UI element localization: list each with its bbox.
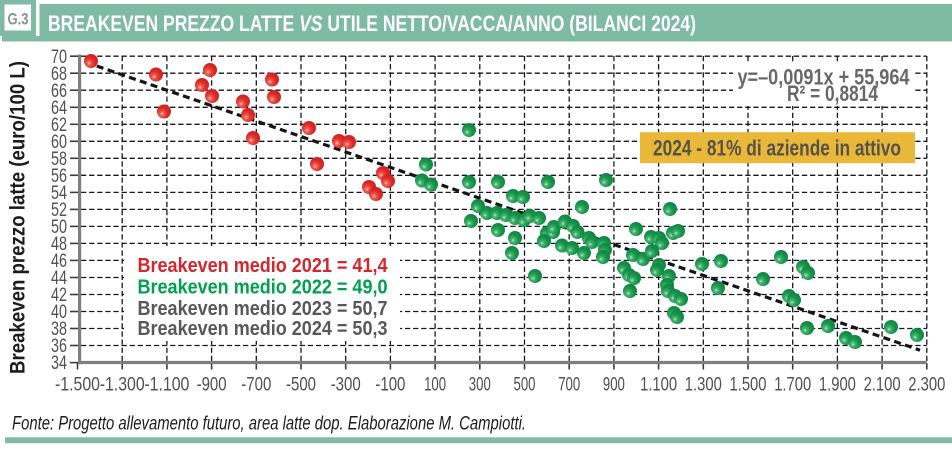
svg-text:1.700: 1.700 [774,374,811,396]
svg-text:Fonte: Progetto allevamento fu: Fonte: Progetto allevamento futuro, area… [12,413,526,434]
svg-text:-1.500: -1.500 [55,374,100,396]
svg-text:56: 56 [51,165,67,187]
svg-text:Breakeven medio 2023 = 50,7: Breakeven medio 2023 = 50,7 [138,298,388,320]
svg-text:R² = 0,8814: R² = 0,8814 [787,81,879,106]
svg-text:70: 70 [51,46,67,68]
svg-text:2.100: 2.100 [864,374,901,396]
svg-text:2024 - 81% di aziende in attiv: 2024 - 81% di aziende in attivo [653,136,901,161]
svg-text:1.500: 1.500 [730,374,767,396]
svg-text:48: 48 [51,233,67,255]
svg-text:100: 100 [424,374,446,396]
svg-text:-1.100: -1.100 [144,374,189,396]
svg-text:700: 700 [558,374,580,396]
svg-text:44: 44 [51,267,67,289]
svg-text:58: 58 [51,148,67,170]
svg-text:34: 34 [51,352,67,374]
svg-text:1.300: 1.300 [685,374,722,396]
svg-text:900: 900 [603,374,625,396]
svg-text:36: 36 [51,335,67,357]
svg-text:Breakeven prezzo latte (euro/1: Breakeven prezzo latte (euro/100 L) [6,61,30,374]
svg-text:y=–0,0091x + 55,964: y=–0,0091x + 55,964 [738,65,911,90]
svg-text:-100: -100 [375,374,405,396]
svg-text:40: 40 [51,301,67,323]
svg-text:-900: -900 [197,374,227,396]
svg-text:-1.300: -1.300 [100,374,145,396]
svg-text:50: 50 [51,216,67,238]
svg-text:66: 66 [51,80,67,102]
svg-text:-700: -700 [241,374,271,396]
svg-text:-500: -500 [286,374,316,396]
svg-text:46: 46 [51,250,67,272]
svg-text:300: 300 [469,374,491,396]
svg-text:1.100: 1.100 [640,374,677,396]
svg-text:38: 38 [51,318,67,340]
svg-text:-300: -300 [331,374,361,396]
svg-text:52: 52 [51,199,67,221]
svg-text:500: 500 [514,374,536,396]
svg-text:G.3: G.3 [8,11,29,29]
svg-text:Breakeven medio 2022 = 49,0: Breakeven medio 2022 = 49,0 [138,277,388,299]
svg-text:60: 60 [51,131,67,153]
svg-text:62: 62 [51,114,67,136]
svg-text:54: 54 [51,182,67,204]
svg-text:68: 68 [51,63,67,85]
svg-text:Breakeven medio 2024 = 50,3: Breakeven medio 2024 = 50,3 [138,318,388,340]
svg-text:Breakeven medio 2021 = 41,4: Breakeven medio 2021 = 41,4 [138,255,389,277]
svg-text:42: 42 [51,284,67,306]
svg-text:BREAKEVEN PREZZO LATTE VS UTIL: BREAKEVEN PREZZO LATTE VS UTILE NETTO/VA… [48,11,696,36]
svg-text:1.900: 1.900 [819,374,856,396]
svg-text:64: 64 [51,97,67,119]
svg-text:2.300: 2.300 [908,374,945,396]
